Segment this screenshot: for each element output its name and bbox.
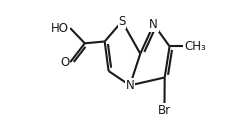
Text: S: S (118, 15, 126, 28)
Text: CH₃: CH₃ (184, 40, 206, 53)
Text: HO: HO (51, 22, 69, 35)
Text: N: N (126, 79, 134, 92)
Text: Br: Br (158, 104, 171, 117)
Text: N: N (149, 18, 158, 31)
Text: O: O (60, 56, 69, 69)
